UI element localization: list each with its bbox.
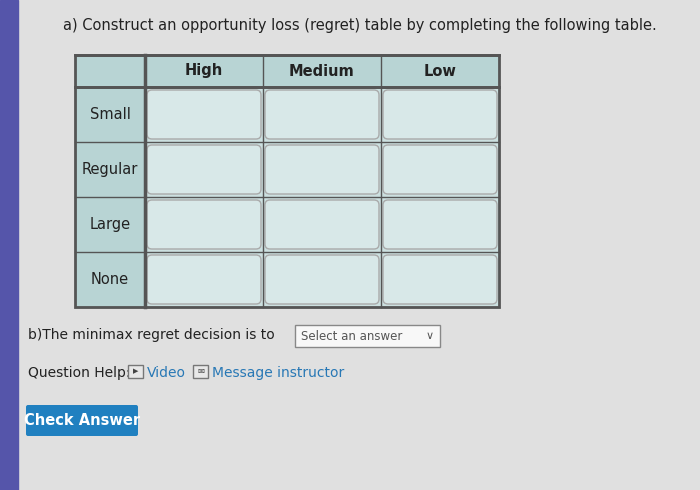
Bar	[263, 252, 381, 307]
FancyBboxPatch shape	[147, 255, 261, 304]
Bar	[75, 252, 145, 307]
Text: Video: Video	[147, 366, 186, 380]
FancyBboxPatch shape	[147, 90, 261, 139]
Text: ▶: ▶	[133, 368, 138, 374]
FancyBboxPatch shape	[147, 145, 261, 194]
Text: Large: Large	[90, 217, 131, 232]
Bar	[128, 365, 143, 378]
Text: Select an answer: Select an answer	[301, 329, 402, 343]
Text: Medium: Medium	[289, 64, 355, 78]
Bar	[145, 87, 263, 142]
Bar	[145, 142, 263, 197]
Bar	[145, 252, 263, 307]
Text: ∨: ∨	[426, 331, 434, 341]
Text: Question Help:: Question Help:	[28, 366, 130, 380]
Text: a) Construct an opportunity loss (regret) table by completing the following tabl: a) Construct an opportunity loss (regret…	[63, 18, 657, 33]
FancyBboxPatch shape	[265, 255, 379, 304]
Text: b)The minimax regret decision is to: b)The minimax regret decision is to	[28, 328, 274, 342]
Bar	[381, 252, 499, 307]
Bar	[75, 55, 499, 307]
Bar	[75, 55, 499, 87]
Bar	[381, 87, 499, 142]
FancyBboxPatch shape	[383, 255, 497, 304]
Text: ✉: ✉	[197, 367, 204, 376]
Bar	[75, 55, 499, 307]
Bar	[193, 365, 208, 378]
Bar	[75, 142, 145, 197]
Bar	[75, 197, 145, 252]
FancyBboxPatch shape	[265, 90, 379, 139]
Bar	[381, 142, 499, 197]
Bar	[381, 197, 499, 252]
FancyBboxPatch shape	[383, 90, 497, 139]
Bar	[263, 197, 381, 252]
FancyBboxPatch shape	[147, 200, 261, 249]
FancyBboxPatch shape	[383, 200, 497, 249]
Text: Low: Low	[424, 64, 456, 78]
Text: Message instructor: Message instructor	[212, 366, 344, 380]
Text: Check Answer: Check Answer	[24, 413, 140, 428]
FancyBboxPatch shape	[26, 405, 138, 436]
Bar	[263, 87, 381, 142]
Bar	[263, 142, 381, 197]
Bar	[145, 197, 263, 252]
Text: High: High	[185, 64, 223, 78]
FancyBboxPatch shape	[265, 145, 379, 194]
Text: None: None	[91, 272, 129, 287]
FancyBboxPatch shape	[265, 200, 379, 249]
Bar	[75, 87, 145, 142]
Bar	[295, 325, 440, 347]
Text: Small: Small	[90, 107, 130, 122]
Text: Regular: Regular	[82, 162, 138, 177]
FancyBboxPatch shape	[383, 145, 497, 194]
Bar	[0, 0, 18, 490]
